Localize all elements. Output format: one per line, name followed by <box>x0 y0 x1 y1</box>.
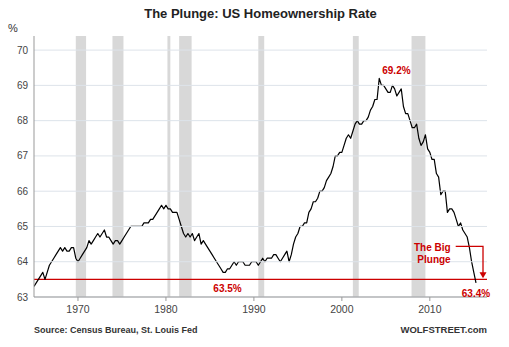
grid-line <box>34 297 487 298</box>
y-tick-label: 69 <box>17 80 29 91</box>
x-axis-line <box>34 297 487 298</box>
x-tick <box>341 297 342 301</box>
source: Source: Census Bureau, St. Louis Fed <box>34 325 198 335</box>
chart: The Plunge: US Homeownership Rate% 63 64 65… <box>0 0 509 347</box>
annotation: The BigPlunge <box>414 242 451 265</box>
y-tick-label: 65 <box>17 221 29 232</box>
x-tick <box>253 297 254 301</box>
x-tick-label: 1990 <box>242 303 266 315</box>
annotation-arrow <box>456 246 483 273</box>
grid-line <box>34 120 487 121</box>
x-tick-label: 2000 <box>330 303 354 315</box>
y-tick-label: 67 <box>17 150 29 161</box>
recession <box>258 36 264 297</box>
plot-area <box>34 36 487 297</box>
y-axis-line <box>34 36 35 297</box>
y-tick-label: 70 <box>17 45 29 56</box>
y-tick-label: 63 <box>17 292 29 303</box>
grid-line <box>34 155 487 156</box>
annotation-line: The Big <box>414 242 451 253</box>
watermark: WOLFSTREET.com <box>400 324 487 335</box>
line <box>34 78 476 286</box>
x-tick-label: 1980 <box>154 303 178 315</box>
title: The Plunge: US Homeownership Rate <box>144 6 377 21</box>
annotation: 69.2% <box>382 65 410 76</box>
x-tick-label: 1970 <box>66 303 90 315</box>
annotation-line: 63.4% <box>462 288 490 299</box>
recession <box>179 36 191 297</box>
recession <box>167 36 170 297</box>
grid-line <box>34 50 487 51</box>
reference-line <box>34 279 487 280</box>
x-tick <box>77 297 78 301</box>
y-tick-label: 66 <box>17 186 29 197</box>
y-axis-label: % <box>8 22 18 34</box>
grid-line <box>34 226 487 227</box>
annotation-line: 63.5% <box>213 283 241 294</box>
annotation-line: Plunge <box>417 254 451 265</box>
annotation-arrowhead <box>480 272 487 278</box>
grid-line <box>34 85 487 86</box>
x-tick-label: 2010 <box>418 303 442 315</box>
y-tick-label: 68 <box>17 115 29 126</box>
annotation-line: 69.2% <box>382 65 410 76</box>
x-tick <box>165 297 166 301</box>
annotation: 63.4% <box>462 288 490 299</box>
y-tick-label: 64 <box>17 256 29 267</box>
annotation: 63.5% <box>213 283 241 294</box>
x-tick <box>429 297 430 301</box>
recession <box>353 36 359 297</box>
recession <box>112 36 123 297</box>
grid-line <box>34 191 487 192</box>
